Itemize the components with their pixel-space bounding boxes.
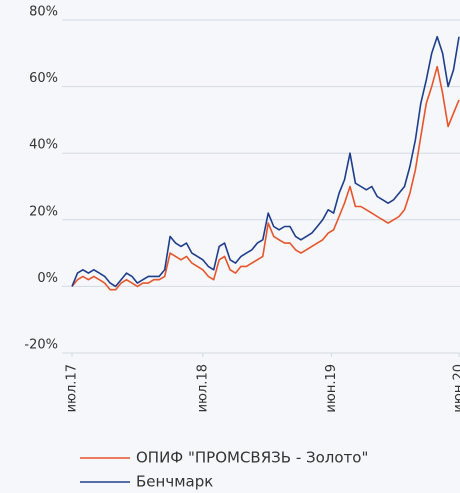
x-tick-label: июн.19 [324, 364, 339, 413]
legend-label: ОПИФ "ПРОМСВЯЗЬ - Золото" [136, 449, 368, 467]
x-tick-label: июл.17 [65, 364, 80, 412]
series-line [71, 65, 460, 291]
y-tick-label: 0% [37, 271, 58, 286]
x-tick-label: июн.20 [452, 364, 460, 413]
y-tick-label: 80% [29, 5, 58, 20]
x-tick-label: июл.18 [195, 364, 210, 412]
y-tick-label: 40% [29, 138, 58, 153]
legend-label: Бенчмарк [136, 473, 213, 491]
y-tick-label: 20% [29, 204, 58, 219]
y-tick-label: -20% [24, 338, 58, 353]
y-tick-label: 60% [29, 71, 58, 86]
series-line [71, 35, 460, 288]
